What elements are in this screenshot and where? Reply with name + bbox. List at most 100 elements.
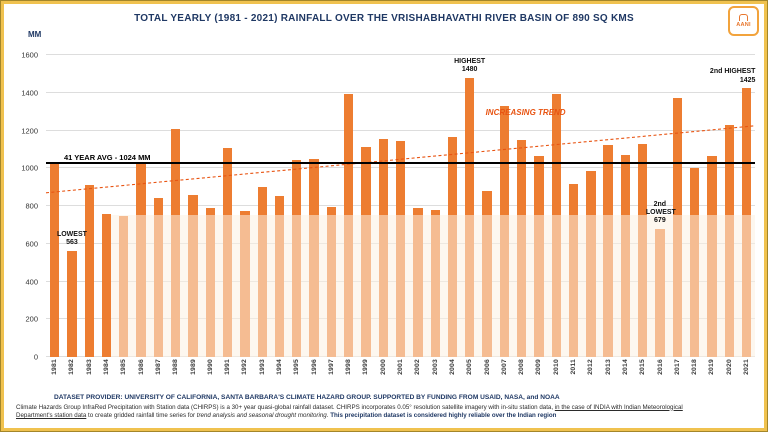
x-tick-slot-1981: 1981: [46, 359, 63, 389]
x-tick-1987: 1987: [154, 359, 162, 375]
annotation-value: 563: [66, 239, 78, 247]
x-tick-1994: 1994: [276, 359, 283, 375]
x-tick-slot-2008: 2008: [513, 359, 530, 389]
x-tick-1988: 1988: [172, 359, 180, 375]
annotation-label: LOWEST: [56, 230, 87, 238]
footer: DATASET PROVIDER: UNIVERSITY OF CALIFORN…: [16, 394, 754, 421]
annotation-label: HIGHEST: [454, 57, 486, 65]
x-tick-slot-2004: 2004: [444, 359, 461, 389]
footnote-line-2: Climate Hazards Group InfraRed Precipita…: [16, 404, 754, 413]
y-tick-200: 200: [25, 314, 38, 324]
annotation-label: 2nd HIGHEST: [709, 68, 756, 76]
x-tick-2014: 2014: [621, 359, 629, 375]
bar-1982: [67, 250, 77, 357]
x-tick-1984: 1984: [103, 359, 111, 375]
x-tick-slot-2001: 2001: [392, 359, 409, 389]
x-tick-1983: 1983: [85, 359, 93, 375]
x-tick-2018: 2018: [691, 359, 699, 375]
plot-area: INCREASING TREND 41 YEAR AVG - 1024 MM L…: [46, 54, 756, 357]
tap-icon: [739, 14, 748, 21]
footnote-segment: Department's station data: [16, 412, 87, 420]
bar-1983: [84, 185, 94, 357]
x-tick-slot-2018: 2018: [686, 359, 703, 389]
x-tick-slot-1994: 1994: [271, 359, 288, 389]
x-tick-slot-2020: 2020: [721, 359, 738, 389]
x-tick-1985: 1985: [120, 359, 128, 375]
annotation-value: 1425: [739, 76, 756, 84]
footnote-segment: in the case of INDIA with Indian Meteoro…: [554, 403, 683, 411]
gridline-1400: [46, 91, 755, 93]
x-tick-slot-1995: 1995: [288, 359, 305, 389]
x-tick-2021: 2021: [743, 359, 751, 375]
x-tick-2020: 2020: [725, 359, 733, 375]
annotation-2005: HIGHEST 1480: [454, 58, 485, 75]
x-tick-slot-1987: 1987: [150, 359, 167, 389]
x-tick-2006: 2006: [483, 359, 491, 375]
x-tick-1982: 1982: [68, 359, 76, 375]
x-tick-2008: 2008: [518, 359, 526, 375]
x-axis-tick-labels: 1981 1982 1983 1984 1985 1986 1987 1988 1989 1990…: [46, 359, 755, 389]
x-tick-1992: 1992: [241, 359, 249, 375]
footnote-segment: Climate Hazards Group InfraRed Precipita…: [16, 403, 555, 411]
annotation-label: 2nd LOWEST: [645, 200, 676, 217]
x-tick-slot-1989: 1989: [184, 359, 201, 389]
bar-1984: [101, 213, 112, 357]
x-tick-2005: 2005: [466, 359, 474, 375]
gridline-1200: [46, 129, 755, 131]
x-tick-slot-1988: 1988: [167, 359, 184, 389]
x-tick-slot-1998: 1998: [340, 359, 357, 389]
x-tick-2009: 2009: [535, 359, 543, 375]
x-tick-slot-1984: 1984: [98, 359, 115, 389]
x-tick-1990: 1990: [206, 359, 214, 375]
x-tick-slot-2005: 2005: [461, 359, 478, 389]
annotation-2016: 2nd LOWEST 679: [645, 200, 676, 226]
x-tick-2003: 2003: [431, 359, 439, 375]
annotation-1982: LOWEST 563: [57, 231, 87, 248]
x-tick-slot-2019: 2019: [703, 359, 720, 389]
y-axis-unit-label: MM: [28, 30, 42, 39]
x-tick-slot-2009: 2009: [530, 359, 547, 389]
footnote-segment: This precipitation dataset is considered…: [330, 412, 557, 420]
x-tick-slot-2015: 2015: [634, 359, 651, 389]
bar-1981: [49, 164, 60, 357]
x-tick-slot-1983: 1983: [81, 359, 98, 389]
x-tick-1991: 1991: [224, 359, 232, 375]
x-tick-2010: 2010: [552, 359, 560, 375]
footnote-segment: trend analysis and seasonal drought moni…: [196, 412, 327, 420]
paani-logo: AANI: [728, 6, 759, 36]
bar-slot-1984: [98, 55, 115, 357]
footnote-line-3: Department's station data to create grid…: [16, 412, 754, 421]
x-tick-2004: 2004: [448, 359, 456, 375]
x-tick-slot-1992: 1992: [236, 359, 253, 389]
x-tick-slot-1990: 1990: [202, 359, 219, 389]
x-tick-1995: 1995: [293, 359, 301, 375]
x-tick-slot-1996: 1996: [305, 359, 322, 389]
bar-slot-1981: [46, 55, 63, 357]
x-tick-slot-2003: 2003: [427, 359, 444, 389]
x-tick-2002: 2002: [414, 359, 422, 375]
x-tick-slot-1982: 1982: [63, 359, 80, 389]
x-tick-2012: 2012: [587, 359, 595, 375]
y-tick-400: 400: [25, 277, 38, 286]
y-tick-1400: 1400: [21, 88, 38, 98]
dataset-provider-line: DATASET PROVIDER: UNIVERSITY OF CALIFORN…: [54, 394, 560, 401]
x-tick-slot-2011: 2011: [565, 359, 582, 389]
x-tick-1989: 1989: [189, 359, 197, 375]
x-tick-2013: 2013: [604, 359, 612, 375]
footnote-segment: to create gridded rainfall time series f…: [86, 412, 197, 420]
x-tick-slot-2007: 2007: [496, 359, 513, 389]
x-tick-slot-1985: 1985: [115, 359, 132, 389]
x-tick-slot-2013: 2013: [600, 359, 617, 389]
y-tick-1600: 1600: [21, 50, 38, 60]
chart-title: TOTAL YEARLY (1981 - 2021) RAINFALL OVER…: [134, 13, 634, 24]
x-tick-1999: 1999: [362, 359, 370, 375]
gridline-1600: [46, 54, 755, 55]
bar-slot-1982: [63, 55, 80, 357]
x-tick-2000: 2000: [379, 359, 387, 375]
x-tick-2001: 2001: [397, 359, 405, 375]
y-tick-600: 600: [25, 239, 38, 249]
x-tick-slot-2014: 2014: [617, 359, 634, 389]
x-tick-1997: 1997: [327, 359, 335, 375]
y-axis-tick-labels: 0 200 400 600 800 1000 1200 1400 1600: [6, 51, 42, 362]
x-tick-slot-2017: 2017: [669, 359, 686, 389]
